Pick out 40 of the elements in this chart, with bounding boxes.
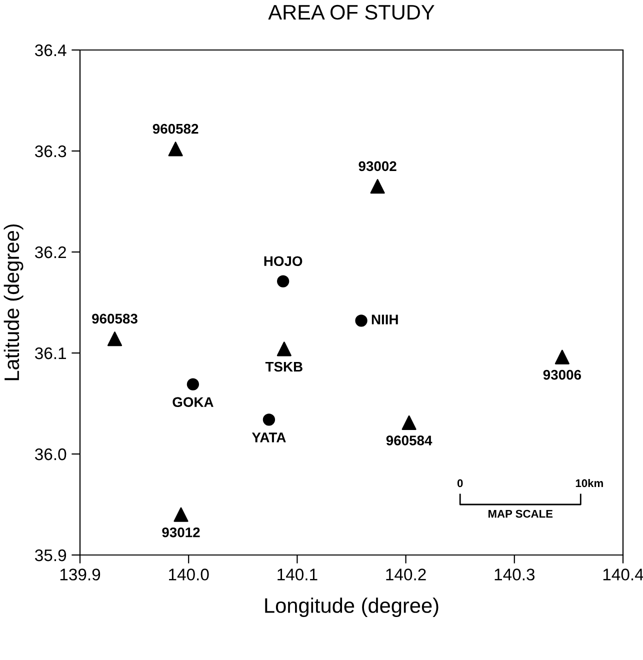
annotation: HOJO	[264, 256, 302, 266]
y-tick-label: 36.0	[35, 448, 66, 460]
annotation: 93012	[162, 527, 200, 538]
point	[107, 332, 122, 346]
point	[186, 378, 200, 390]
annotation: 10km	[576, 478, 603, 488]
annotation: YATA	[252, 432, 286, 442]
annotation: NIIH	[372, 314, 398, 324]
annotation: 93002	[358, 161, 396, 172]
point	[277, 275, 290, 288]
point	[276, 342, 292, 356]
y-tick-label: 36.3	[35, 145, 66, 158]
annotation: 960583	[92, 314, 138, 324]
annotation: 93006	[543, 370, 581, 380]
x-tick-label: 140.2	[386, 568, 426, 580]
point	[402, 415, 416, 430]
x-tick-label: 140.3	[494, 568, 535, 580]
point	[168, 142, 183, 156]
x-tick-label: 140.4	[603, 568, 643, 580]
y-tick-label: 36.1	[35, 347, 66, 360]
annotation: 960582	[152, 124, 198, 134]
chart-title: AREA OF STUDY	[268, 4, 434, 20]
point	[174, 507, 188, 522]
y-tick-label: 35.9	[35, 549, 66, 562]
x-tick-label: 139.9	[60, 568, 100, 580]
point	[262, 414, 276, 426]
point	[370, 179, 385, 194]
y-tick-label: 36.4	[35, 44, 66, 56]
x-tick-label: 140.0	[169, 568, 209, 580]
y-tick-label: 36.2	[35, 246, 66, 258]
annotation: GOKA	[172, 397, 214, 408]
annotation: 960584	[386, 436, 432, 446]
point	[355, 314, 368, 327]
x-axis-title: Longitude (degree)	[265, 598, 438, 618]
y-axis-title: Latitude (degree)	[4, 224, 24, 380]
annotation: 0	[457, 479, 463, 488]
point	[554, 350, 570, 364]
annotation: MAP SCALE	[488, 510, 553, 518]
x-tick-label: 140.1	[278, 568, 318, 580]
annotation: TSKB	[265, 362, 302, 372]
